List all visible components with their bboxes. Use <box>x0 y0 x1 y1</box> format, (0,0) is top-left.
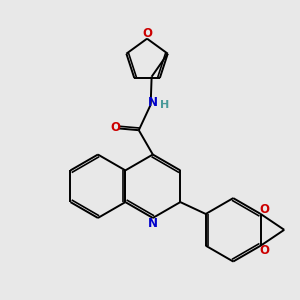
Text: H: H <box>160 100 169 110</box>
Text: N: N <box>148 217 158 230</box>
Text: O: O <box>110 121 121 134</box>
Text: N: N <box>148 95 158 109</box>
Text: O: O <box>142 27 152 40</box>
Text: O: O <box>259 203 269 216</box>
Text: O: O <box>259 244 269 257</box>
